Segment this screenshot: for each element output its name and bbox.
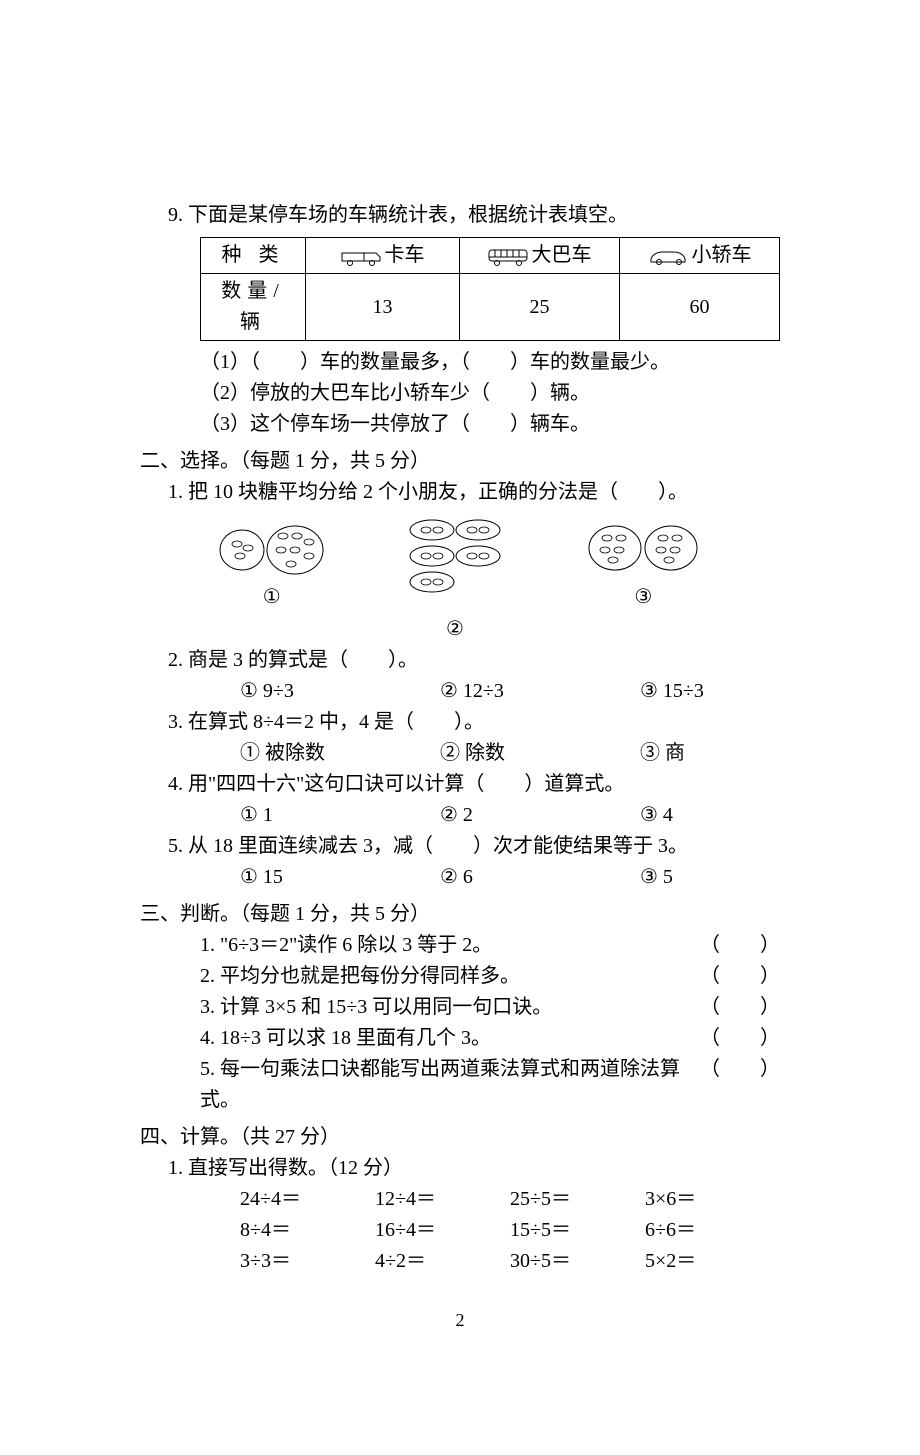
q9-sub2: （2）停放的大巴车比小轿车少（ ）辆。: [200, 378, 780, 409]
sec3-q5-text: 5. 每一句乘法口诀都能写出两道乘法算式和两道除法算式。: [200, 1054, 700, 1116]
sec3-q4-paren: （ ）: [700, 1023, 780, 1054]
q9-table-header-car: 小轿车: [619, 238, 779, 274]
q9-table-car-val: 60: [619, 274, 779, 341]
q9-table-row-label: 数量/辆: [201, 274, 306, 341]
sec4-row2: 3÷3＝ 4÷2＝ 30÷5＝ 5×2＝: [240, 1246, 780, 1277]
sec2-q5-prompt: 5. 从 18 里面连续减去 3，减（ ）次才能使结果等于 3。: [168, 831, 780, 862]
sec2-q1-lbl2: ②: [400, 614, 510, 645]
sec3-q4-text: 4. 18÷3 可以求 18 里面有几个 3。: [200, 1023, 491, 1054]
sec2-q3-a: ① 被除数: [240, 738, 440, 769]
sec3-heading: 三、判断。（每题 1 分，共 5 分）: [140, 899, 780, 930]
sec3-q2-text: 2. 平均分也就是把每份分得同样多。: [200, 961, 520, 992]
car-icon: [647, 246, 691, 266]
sec2-q4-a: ① 1: [240, 800, 440, 831]
sec2-q1-opt3: ③: [583, 518, 703, 645]
sec3-q3: 3. 计算 3×5 和 15÷3 可以用同一句口诀。 （ ）: [200, 992, 780, 1023]
sec4-sub1-heading: 1. 直接写出得数。（12 分）: [168, 1153, 780, 1184]
sec3-q5: 5. 每一句乘法口诀都能写出两道乘法算式和两道除法算式。 （ ）: [200, 1054, 780, 1116]
page-number: 2: [140, 1307, 780, 1335]
calc-cell: 4÷2＝: [375, 1246, 510, 1277]
sec4-heading: 四、计算。（共 27 分）: [140, 1122, 780, 1153]
sec2-heading: 二、选择。（每题 1 分，共 5 分）: [140, 446, 780, 477]
sec2-q2-b: ② 12÷3: [440, 676, 640, 707]
sec2-q3-prompt: 3. 在算式 8÷4＝2 中，4 是（ ）。: [168, 707, 780, 738]
sec2-q1-opt2: ②: [400, 518, 510, 645]
calc-cell: 8÷4＝: [240, 1215, 375, 1246]
sec3-q1-paren: （ ）: [700, 930, 780, 961]
sec2-q5-b: ② 6: [440, 862, 640, 893]
sec2-q3-b: ② 除数: [440, 738, 640, 769]
sec3-q1-text: 1. "6÷3＝2"读作 6 除以 3 等于 2。: [200, 930, 492, 961]
q9-table-header-truck: 卡车: [306, 238, 460, 274]
sec2-q1-lbl3: ③: [583, 582, 703, 613]
q9-sub1: （1）（ ）车的数量最多，（ ）车的数量最少。: [200, 347, 780, 378]
sec2-q4-prompt: 4. 用"四四十六"这句口诀可以计算（ ）道算式。: [168, 769, 780, 800]
q9-sub3: （3）这个停车场一共停放了（ ）辆车。: [200, 409, 780, 440]
q9-table: 种 类 卡车: [200, 237, 780, 341]
sec2-q1-prompt: 1. 把 10 块糖平均分给 2 个小朋友，正确的分法是（ ）。: [168, 477, 780, 508]
sec3-q2-paren: （ ）: [700, 961, 780, 992]
sec3-q2: 2. 平均分也就是把每份分得同样多。 （ ）: [200, 961, 780, 992]
calc-cell: 25÷5＝: [510, 1184, 645, 1215]
sec3-q4: 4. 18÷3 可以求 18 里面有几个 3。 （ ）: [200, 1023, 780, 1054]
calc-cell: 6÷6＝: [645, 1215, 780, 1246]
bus-icon: [487, 246, 531, 266]
sec2-q2-options: ① 9÷3 ② 12÷3 ③ 15÷3: [240, 676, 780, 707]
sec3-q3-text: 3. 计算 3×5 和 15÷3 可以用同一句口诀。: [200, 992, 552, 1023]
sec4-row0: 24÷4＝ 12÷4＝ 25÷5＝ 3×6＝: [240, 1184, 780, 1215]
calc-cell: 24÷4＝: [240, 1184, 375, 1215]
sec2-q1-lbl1: ①: [217, 582, 327, 613]
q9-table-bus-val: 25: [459, 274, 619, 341]
sec3-q5-paren: （ ）: [700, 1054, 780, 1116]
sec4-row1: 8÷4＝ 16÷4＝ 15÷5＝ 6÷6＝: [240, 1215, 780, 1246]
q9-table-truck-val: 13: [306, 274, 460, 341]
q9-table-header-type: 种 类: [201, 238, 306, 274]
candy-group-5x2-icon: [400, 518, 510, 608]
candy-group-5-5-icon: [583, 518, 703, 576]
sec2-q1-options: ① ②: [180, 518, 740, 645]
sec2-q2-c: ③ 15÷3: [640, 676, 800, 707]
sec2-q3-options: ① 被除数 ② 除数 ③ 商: [240, 738, 780, 769]
sec2-q2-prompt: 2. 商是 3 的算式是（ ）。: [168, 645, 780, 676]
calc-cell: 5×2＝: [645, 1246, 780, 1277]
calc-cell: 16÷4＝: [375, 1215, 510, 1246]
candy-group-3-7-icon: [217, 518, 327, 576]
sec2-q3-c: ③ 商: [640, 738, 800, 769]
calc-cell: 30÷5＝: [510, 1246, 645, 1277]
sec2-q4-options: ① 1 ② 2 ③ 4: [240, 800, 780, 831]
sec2-q5-c: ③ 5: [640, 862, 800, 893]
q9-table-header-bus: 大巴车: [459, 238, 619, 274]
calc-cell: 3×6＝: [645, 1184, 780, 1215]
sec2-q5-a: ① 15: [240, 862, 440, 893]
truck-icon: [340, 246, 384, 266]
calc-cell: 3÷3＝: [240, 1246, 375, 1277]
sec2-q2-a: ① 9÷3: [240, 676, 440, 707]
calc-cell: 15÷5＝: [510, 1215, 645, 1246]
q9-prompt: 9. 下面是某停车场的车辆统计表，根据统计表填空。: [168, 200, 780, 231]
sec2-q1-opt1: ①: [217, 518, 327, 645]
calc-cell: 12÷4＝: [375, 1184, 510, 1215]
sec2-q4-c: ③ 4: [640, 800, 800, 831]
sec2-q5-options: ① 15 ② 6 ③ 5: [240, 862, 780, 893]
sec3-q1: 1. "6÷3＝2"读作 6 除以 3 等于 2。 （ ）: [200, 930, 780, 961]
sec3-q3-paren: （ ）: [700, 992, 780, 1023]
sec2-q4-b: ② 2: [440, 800, 640, 831]
